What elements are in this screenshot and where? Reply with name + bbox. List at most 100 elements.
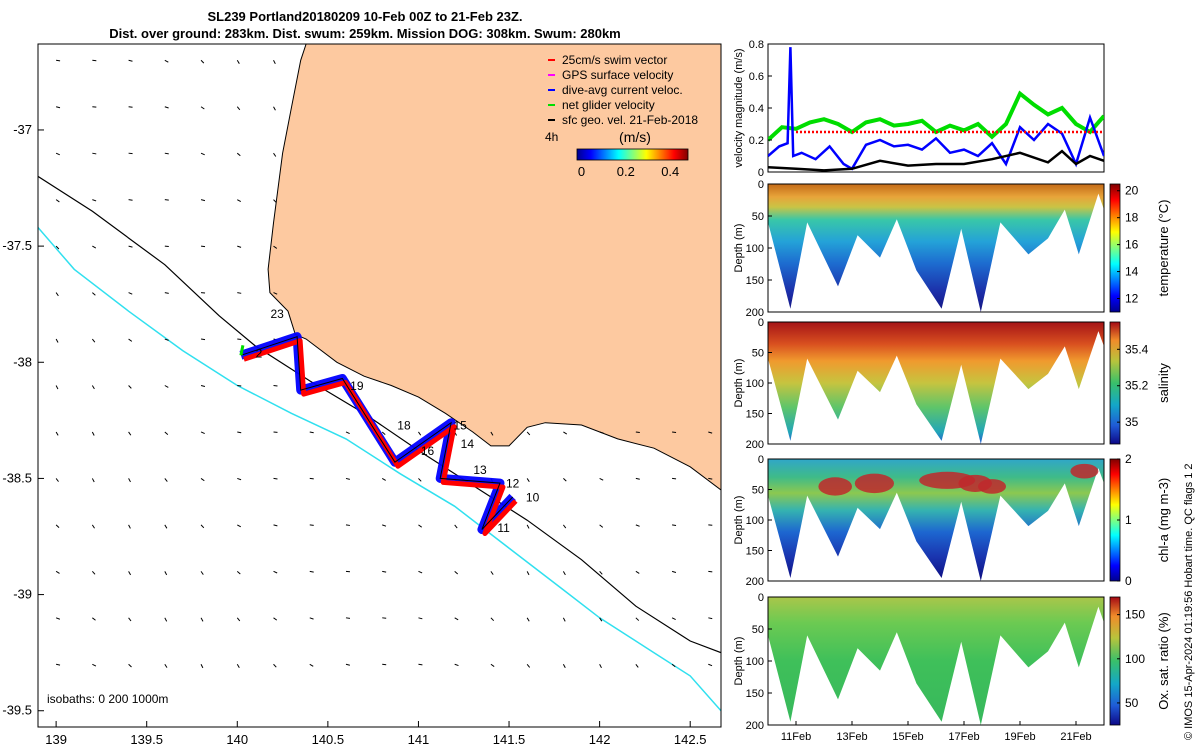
velocity-arrow [128, 524, 131, 529]
section-data-fill [768, 597, 1104, 725]
velocity-arrow [599, 431, 604, 434]
velocity-arrow [273, 385, 278, 387]
velocity-arrow [164, 571, 168, 576]
section-colorbar-tick-label: 20 [1125, 184, 1139, 198]
velocity-arrow [599, 571, 603, 575]
velocity-arrow [345, 477, 350, 480]
day-label: 10 [526, 491, 540, 505]
velocity-arrow [562, 571, 566, 576]
velocity-arrow [418, 617, 423, 620]
velocity-arrow [128, 385, 132, 389]
isobath-200m [38, 175, 721, 654]
velocity-arrow [454, 617, 459, 621]
velocity-y-tick-label: 0 [758, 167, 764, 179]
colorbar-label: (m/s) [619, 129, 651, 145]
map-y-tick-label: -39.5 [2, 703, 32, 718]
section-colorbar-tick-label: 50 [1125, 696, 1139, 710]
velocity-arrow [91, 338, 96, 343]
map-x-tick-label: 140 [226, 732, 248, 747]
velocity-arrow [599, 664, 602, 669]
section-y-tick-label: 100 [746, 515, 764, 527]
velocity-y-tick-label: 0.8 [749, 39, 764, 51]
velocity-arrow [164, 478, 168, 482]
velocity-arrow [273, 245, 278, 249]
day-label: 16 [421, 444, 435, 458]
velocity-arrow [418, 478, 422, 482]
velocity-arrow [671, 617, 676, 621]
section-colorbar-label: salinity [1156, 363, 1171, 403]
velocity-arrow [526, 617, 530, 622]
section-y-tick-label: 50 [752, 485, 764, 497]
section-data-fill [768, 459, 1104, 581]
velocity-arrow [526, 663, 531, 668]
section-x-tick-label: 13Feb [836, 731, 867, 743]
velocity-arrow [671, 663, 676, 668]
figure-title-line-1: SL239 Portland20180209 10-Feb 00Z to 21-… [207, 9, 523, 24]
velocity-arrow [418, 431, 422, 436]
map-x-tick-label: 141 [408, 732, 430, 747]
velocity-arrow [273, 292, 278, 295]
map-x-tick-label: 140.5 [312, 732, 345, 747]
velocity-arrow [454, 524, 458, 529]
day-label: 23 [270, 307, 284, 321]
section-ylabel: Depth (m) [733, 496, 745, 545]
section-y-tick-label: 50 [752, 211, 764, 223]
velocity-arrow [91, 478, 95, 483]
velocity-arrow [200, 431, 205, 435]
day-label: 2 [256, 347, 263, 361]
velocity-arrow [599, 617, 603, 622]
velocity-arrow [237, 431, 242, 434]
velocity-arrow [563, 478, 567, 482]
legend-entry: 25cm/s swim vector [562, 53, 667, 67]
velocity-arrow [418, 663, 423, 666]
velocity-arrow [236, 60, 240, 64]
velocity-series-group [768, 47, 1104, 172]
velocity-arrow [164, 59, 169, 63]
velocity-arrow [55, 431, 59, 436]
velocity-arrow [164, 292, 169, 294]
section-x-tick-label: 11Feb [781, 731, 811, 743]
map-y-tick-label: -38.5 [2, 470, 32, 485]
day-label: 14 [461, 437, 475, 451]
colorbar-tick-label: 0.2 [617, 164, 635, 179]
velocity-arrow [164, 338, 169, 341]
velocity-arrow [55, 617, 61, 620]
velocity-arrow [490, 663, 495, 667]
velocity-arrow [200, 245, 206, 248]
velocity-arrow [164, 106, 169, 109]
section-colorbar [1109, 321, 1121, 445]
velocity-arrow [91, 571, 96, 575]
section-colorbar-tick-label: 150 [1125, 608, 1145, 622]
map-y-tick-label: -38 [13, 354, 32, 369]
velocity-arrow [273, 570, 278, 574]
legend-entry: sfc geo. vel. 21-Feb-2018 [562, 113, 698, 127]
velocity-arrow [128, 663, 132, 668]
velocity-arrow [92, 152, 97, 155]
velocity-arrow [490, 431, 494, 436]
velocity-arrow [345, 431, 350, 435]
velocity-arrow [309, 570, 314, 573]
legend-entry: dive-avg current veloc. [562, 83, 683, 97]
velocity-arrow [200, 478, 205, 482]
velocity-arrow [91, 385, 95, 390]
velocity-series-2 [768, 149, 1104, 172]
section-ylabel: Depth (m) [733, 224, 745, 273]
section-content [768, 597, 1104, 725]
velocity-arrow [273, 152, 277, 157]
velocity-arrow [562, 524, 567, 529]
section-x-tick-label: 21Feb [1060, 731, 1091, 743]
section-y-tick-label: 0 [758, 317, 764, 329]
section-content [768, 459, 1104, 581]
day-label: 12 [506, 477, 520, 491]
velocity-axes [767, 43, 1105, 173]
velocity-arrow [92, 292, 96, 296]
velocity-arrow [309, 431, 314, 434]
map-x-tick-label: 142.5 [674, 732, 707, 747]
legend-entry: GPS surface velocity [562, 68, 673, 82]
section-panel-chl-a: 0 50 100 150 200 Depth (m) 0 1 2 chl-a (mg m-3) [733, 452, 1171, 588]
velocity-arrow [55, 245, 60, 250]
velocity-arrow [237, 292, 242, 294]
map-y-tick-label: -37.5 [2, 238, 32, 253]
